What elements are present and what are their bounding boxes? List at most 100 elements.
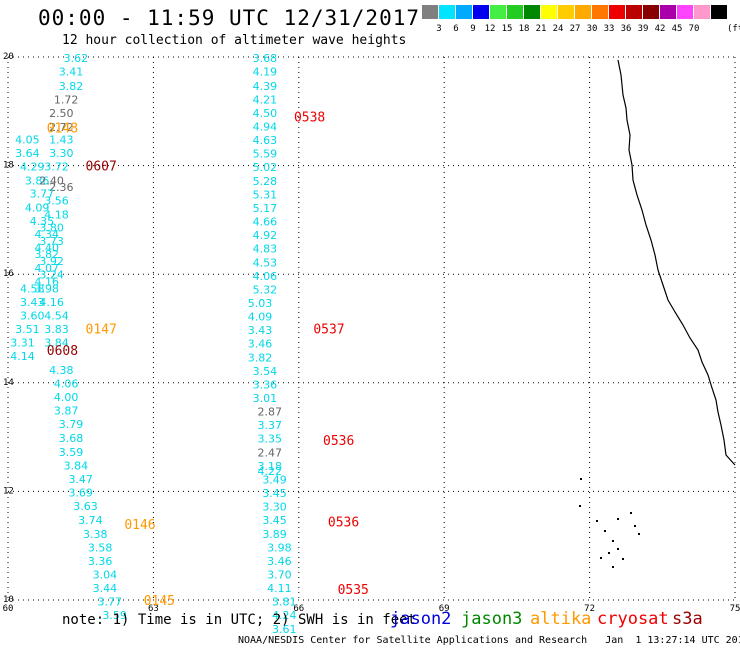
lon-tick-label: 63	[148, 604, 159, 614]
wave-height-value: 1.43	[49, 134, 74, 147]
track-time-label: 0536	[328, 515, 359, 530]
wave-height-value: 3.84	[44, 337, 69, 350]
legend-swatch	[711, 5, 727, 19]
legend-label: 3	[436, 24, 442, 34]
lat-tick-label: 18	[3, 161, 14, 171]
header-subtitle: 12 hour collection of altimeter wave hei…	[62, 33, 407, 48]
legend-swatch	[660, 5, 676, 19]
lon-tick-label: 66	[293, 604, 304, 614]
wave-height-value: 3.87	[54, 404, 79, 417]
legend-swatch	[422, 5, 438, 19]
legend-label: 15	[501, 24, 513, 34]
legend-label: 18	[518, 24, 530, 34]
wave-height-value: 3.54	[253, 365, 278, 378]
legend-label: 36	[620, 24, 632, 34]
wave-height-value: 3.89	[262, 528, 287, 541]
wave-height-value: 2.40	[39, 174, 64, 187]
wave-height-value: 3.30	[262, 501, 287, 514]
wave-height-value: 3.68	[59, 432, 84, 445]
legend-swatch	[507, 5, 523, 19]
island-dot	[622, 558, 624, 560]
wave-height-value: 3.74	[78, 514, 103, 527]
wave-height-value: 4.07	[35, 262, 60, 275]
legend-swatch	[558, 5, 574, 19]
legend-swatch	[694, 5, 710, 19]
lat-tick-label: 12	[3, 486, 14, 496]
wave-height-value: 3.47	[68, 473, 93, 486]
wave-height-value: 3.59	[59, 446, 84, 459]
island-dot	[638, 533, 640, 535]
wave-height-value: 3.41	[59, 66, 84, 79]
legend-label: 30	[586, 24, 598, 34]
wave-height-value: 3.24	[39, 269, 64, 282]
wave-height-value: 3.62	[64, 52, 89, 65]
wave-height-value: 4.38	[49, 364, 74, 377]
legend-swatch	[626, 5, 642, 19]
wave-height-value: 3.83	[44, 323, 69, 336]
legend-label: 9	[470, 24, 476, 34]
wave-height-value: 4.00	[54, 391, 79, 404]
legend-label: 6	[453, 24, 459, 34]
legend-label: 12	[484, 24, 496, 34]
wave-height-value: 3.61	[272, 623, 297, 636]
wave-height-value: 3.45	[262, 514, 287, 527]
wave-height-value: 5.17	[253, 202, 278, 215]
wave-height-value: 3.04	[93, 568, 118, 581]
wave-height-value: 4.50	[253, 107, 278, 120]
wave-height-value: 3.64	[15, 147, 40, 160]
wave-height-value: 4.21	[253, 93, 278, 106]
island-dot	[634, 525, 636, 527]
wave-height-value: 4.09	[25, 201, 50, 214]
wave-height-value: 3.73	[39, 235, 64, 248]
wave-height-value: 3.98	[267, 541, 292, 554]
legend-swatch	[609, 5, 625, 19]
wave-height-value: 3.01	[253, 392, 278, 405]
wave-height-value: 4.54	[44, 309, 69, 322]
wave-height-value: 3.69	[68, 486, 93, 499]
footer-note: note: 1) Time is in UTC; 2) SWH is in fe…	[62, 612, 417, 628]
wave-height-value: 4.39	[253, 80, 278, 93]
wave-height-value: 1.72	[54, 93, 79, 106]
island-dot	[580, 478, 582, 480]
legend-swatch	[677, 5, 693, 19]
wave-height-value: 3.59	[102, 609, 127, 622]
island-dot	[596, 520, 598, 522]
track-time-label: 0147	[86, 323, 117, 338]
wave-height-value: 3.37	[257, 419, 282, 432]
wave-height-value: 3.79	[59, 418, 84, 431]
track-time-label: 0608	[47, 344, 78, 359]
island-dot	[612, 566, 614, 568]
wave-height-value: 4.16	[39, 296, 64, 309]
wave-height-value: 3.30	[49, 147, 74, 160]
wave-height-value: 3.63	[73, 500, 98, 513]
wave-height-value: 3.56	[44, 194, 69, 207]
wave-height-value: 2.50	[49, 107, 74, 120]
legend-label: 70	[688, 24, 700, 34]
satellite-legend-s3a: s3a	[672, 609, 703, 629]
wave-height-value: 5.02	[253, 161, 278, 174]
wave-height-value: 4.35	[30, 215, 55, 228]
wave-height-value: 4.11	[267, 582, 292, 595]
wave-height-value: 4.40	[35, 242, 60, 255]
wave-height-value: 3.82	[35, 248, 60, 261]
wave-height-value: 3.86	[25, 174, 50, 187]
island-dot	[608, 552, 610, 554]
wave-height-value: 5.32	[253, 283, 278, 296]
wave-height-value: 4.53	[253, 256, 278, 269]
header-title: 00:00 - 11:59 UTC 12/31/2017	[38, 6, 421, 30]
wave-height-value: 3.77	[30, 187, 55, 200]
wave-height-value: 5.59	[253, 148, 278, 161]
wave-height-value: 5.28	[253, 175, 278, 188]
satellite-legend-jason2: jason2	[390, 609, 452, 629]
island-dot	[630, 512, 632, 514]
wave-height-value: 3.43	[248, 324, 273, 337]
lon-tick-label: 72	[584, 604, 595, 614]
wave-height-value: 3.70	[267, 568, 292, 581]
wave-height-value: 4.34	[35, 228, 60, 241]
track-time-label: 0538	[294, 111, 325, 126]
wave-height-value: 4.24	[272, 609, 297, 622]
wave-height-value: 3.58	[88, 541, 113, 554]
wave-height-value: 3.18	[257, 460, 282, 473]
wave-height-value: 3.49	[262, 473, 287, 486]
lat-tick-label: 10	[3, 595, 14, 605]
